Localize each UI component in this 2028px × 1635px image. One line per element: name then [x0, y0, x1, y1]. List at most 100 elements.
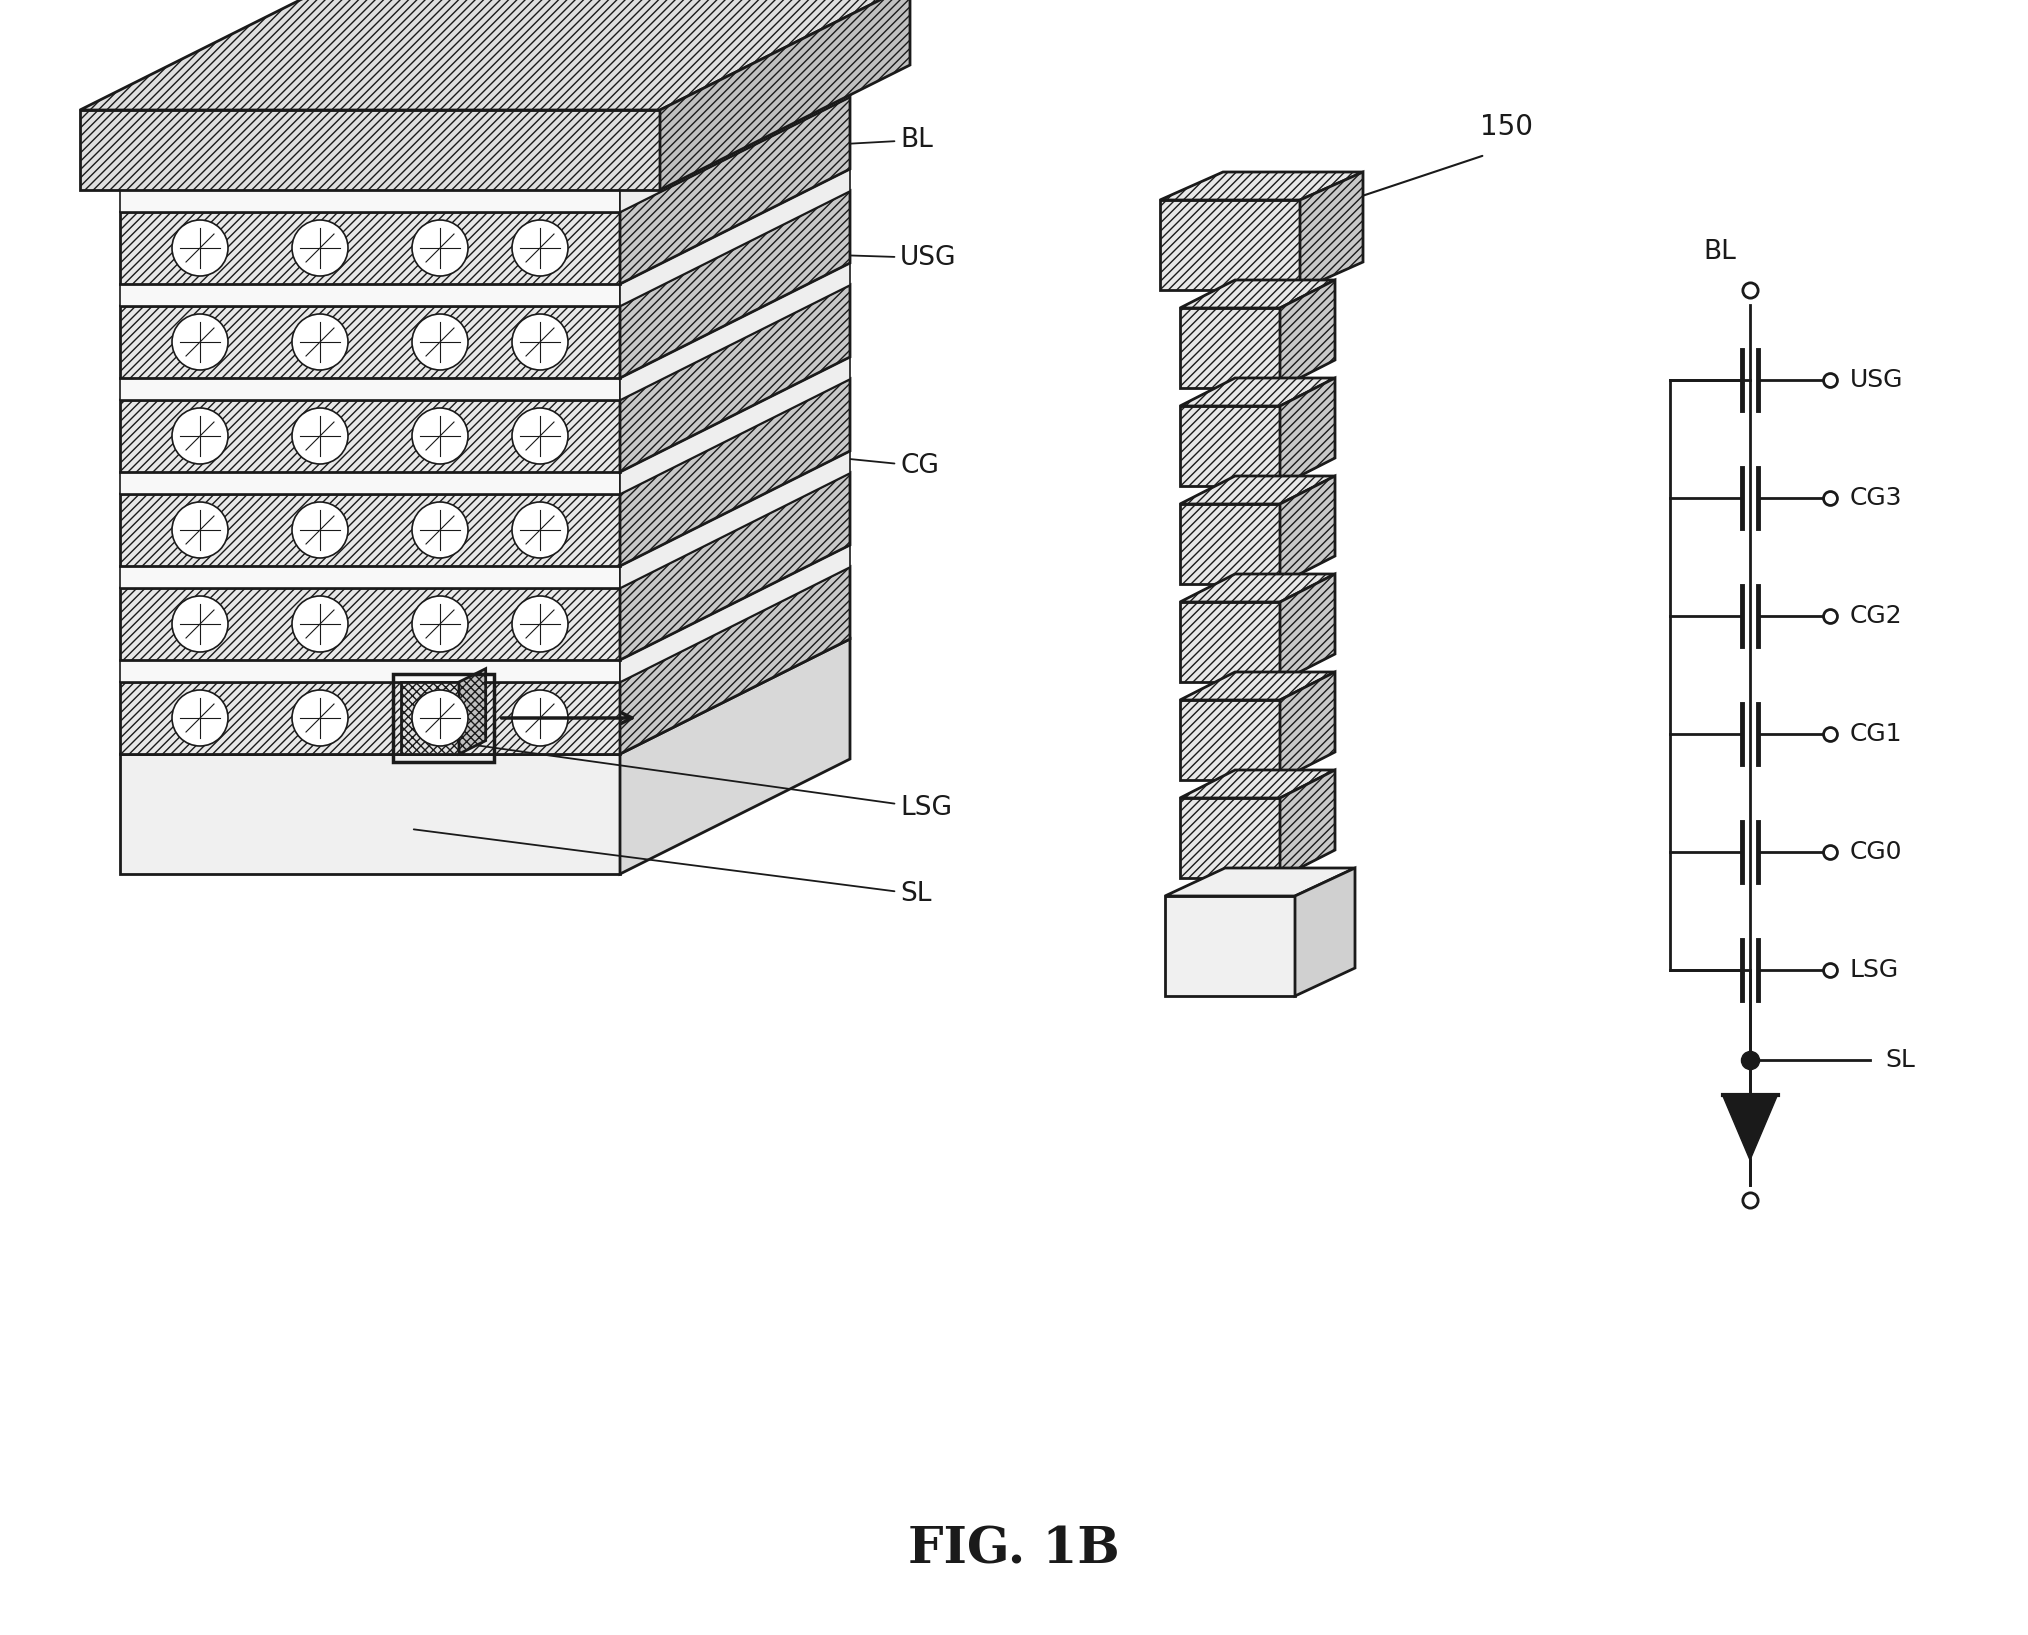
Circle shape: [412, 221, 468, 276]
Circle shape: [292, 690, 349, 746]
Polygon shape: [621, 639, 850, 875]
Polygon shape: [120, 589, 621, 661]
Text: LSG: LSG: [428, 739, 951, 821]
Circle shape: [172, 690, 227, 746]
Polygon shape: [1180, 770, 1334, 798]
Circle shape: [292, 597, 349, 652]
Polygon shape: [621, 263, 850, 401]
Circle shape: [292, 409, 349, 464]
Polygon shape: [458, 669, 485, 754]
Text: CG0: CG0: [1850, 840, 1902, 863]
Polygon shape: [79, 110, 659, 190]
Circle shape: [292, 314, 349, 370]
Polygon shape: [120, 494, 621, 566]
Circle shape: [511, 314, 568, 370]
Circle shape: [511, 597, 568, 652]
Circle shape: [412, 597, 468, 652]
Polygon shape: [621, 473, 850, 661]
Circle shape: [511, 221, 568, 276]
Polygon shape: [120, 356, 850, 473]
Polygon shape: [621, 168, 850, 306]
Polygon shape: [621, 379, 850, 566]
Polygon shape: [120, 567, 850, 682]
Polygon shape: [1722, 1095, 1777, 1159]
Polygon shape: [120, 378, 621, 401]
Polygon shape: [1160, 199, 1300, 289]
Polygon shape: [120, 661, 621, 682]
Polygon shape: [1160, 172, 1363, 199]
Polygon shape: [120, 75, 850, 190]
Polygon shape: [402, 682, 458, 754]
Polygon shape: [120, 213, 621, 284]
Polygon shape: [621, 544, 850, 682]
Text: CG: CG: [623, 437, 939, 479]
Polygon shape: [120, 263, 850, 378]
Polygon shape: [621, 284, 850, 473]
Polygon shape: [1180, 378, 1334, 405]
Polygon shape: [120, 96, 850, 213]
Polygon shape: [1180, 405, 1280, 486]
Circle shape: [412, 690, 468, 746]
Circle shape: [172, 502, 227, 558]
Polygon shape: [120, 306, 621, 378]
Text: FIG. 1B: FIG. 1B: [909, 1525, 1119, 1575]
Polygon shape: [1180, 798, 1280, 878]
Polygon shape: [79, 0, 911, 110]
Text: SL: SL: [414, 829, 931, 907]
Polygon shape: [120, 639, 850, 754]
Text: SL: SL: [1884, 1048, 1914, 1073]
Polygon shape: [1280, 672, 1334, 780]
Polygon shape: [1180, 476, 1334, 504]
Polygon shape: [120, 754, 621, 875]
Polygon shape: [120, 473, 621, 494]
Polygon shape: [120, 401, 621, 473]
Text: USG: USG: [1850, 368, 1904, 392]
Polygon shape: [1180, 672, 1334, 700]
Polygon shape: [1180, 602, 1280, 682]
Polygon shape: [621, 75, 850, 213]
Polygon shape: [1280, 280, 1334, 387]
Polygon shape: [1296, 868, 1355, 996]
Polygon shape: [621, 451, 850, 589]
Polygon shape: [1280, 770, 1334, 878]
Circle shape: [511, 502, 568, 558]
Circle shape: [172, 314, 227, 370]
Polygon shape: [1164, 896, 1296, 996]
Text: LSG: LSG: [1850, 958, 1898, 983]
Polygon shape: [120, 451, 850, 566]
Circle shape: [292, 221, 349, 276]
Circle shape: [172, 409, 227, 464]
Polygon shape: [1213, 302, 1247, 883]
Polygon shape: [120, 168, 850, 284]
Polygon shape: [1180, 280, 1334, 307]
Polygon shape: [1280, 378, 1334, 486]
Polygon shape: [621, 356, 850, 494]
Polygon shape: [1280, 476, 1334, 584]
Polygon shape: [120, 191, 850, 306]
Polygon shape: [1180, 700, 1280, 780]
Polygon shape: [1180, 307, 1280, 387]
Polygon shape: [120, 566, 621, 589]
Circle shape: [511, 690, 568, 746]
Circle shape: [172, 597, 227, 652]
Polygon shape: [120, 190, 621, 213]
Text: CG3: CG3: [1850, 486, 1902, 510]
Polygon shape: [120, 379, 850, 494]
Circle shape: [412, 502, 468, 558]
Text: USG: USG: [623, 245, 957, 271]
Circle shape: [412, 314, 468, 370]
Polygon shape: [659, 0, 911, 190]
Polygon shape: [621, 191, 850, 378]
Text: CG1: CG1: [1850, 723, 1902, 746]
Polygon shape: [1280, 574, 1334, 682]
Polygon shape: [621, 567, 850, 754]
Polygon shape: [120, 284, 621, 306]
Text: CG2: CG2: [1850, 603, 1902, 628]
Polygon shape: [120, 544, 850, 661]
Polygon shape: [120, 682, 621, 754]
Polygon shape: [1180, 504, 1280, 584]
Circle shape: [172, 221, 227, 276]
Polygon shape: [1300, 172, 1363, 289]
Circle shape: [292, 502, 349, 558]
Polygon shape: [1180, 574, 1334, 602]
